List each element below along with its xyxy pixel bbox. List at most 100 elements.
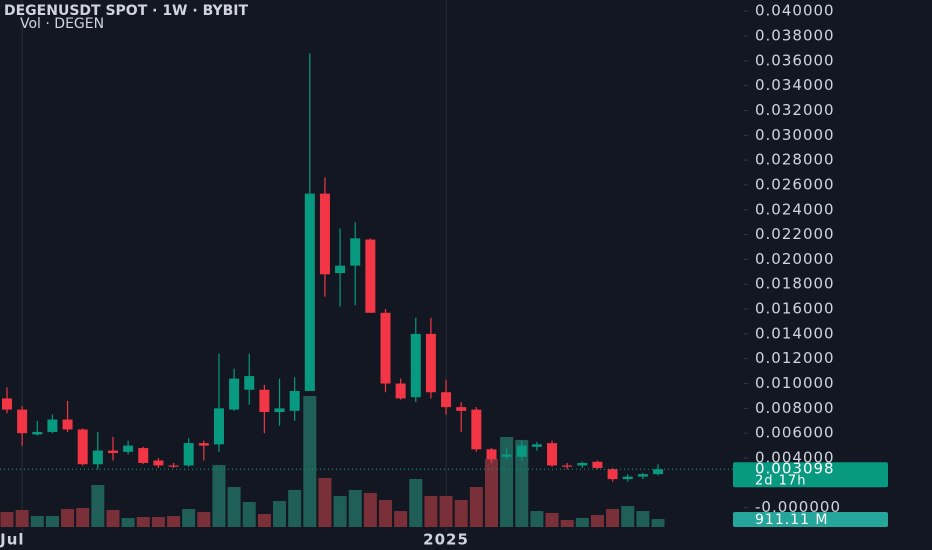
y-tick-label: 0.040000 xyxy=(755,2,835,20)
candle-body xyxy=(138,448,149,463)
chart-title: DEGENUSDT SPOT · 1W · BYBIT xyxy=(4,3,248,19)
volume-bar xyxy=(76,507,90,527)
y-tick-label: 0.028000 xyxy=(755,151,835,169)
volume-bar xyxy=(636,511,650,527)
last-price-label: 0.003098 xyxy=(755,460,835,478)
volume-bar xyxy=(651,519,665,527)
volume-bar xyxy=(500,436,514,527)
candle-body xyxy=(410,333,421,398)
y-tick-label: 0.006000 xyxy=(755,424,835,442)
candle-body xyxy=(365,239,376,313)
volume-bar xyxy=(106,509,120,527)
candle-body xyxy=(77,429,88,465)
volume-bar xyxy=(363,492,377,527)
volume-bar xyxy=(545,512,559,527)
y-tick-label: 0.022000 xyxy=(755,225,835,243)
candle-body xyxy=(471,409,482,450)
chart-subtitle: Vol · DEGEN xyxy=(20,16,104,32)
candle-body xyxy=(441,392,452,408)
volume-bar xyxy=(288,489,302,527)
candle-body xyxy=(62,419,73,430)
y-tick-label: 0.030000 xyxy=(755,126,835,144)
candle-body xyxy=(592,461,603,468)
volume-bar xyxy=(257,514,271,527)
volume-bar xyxy=(394,511,408,527)
y-tick-label: 0.010000 xyxy=(755,374,835,392)
y-tick-label: 0.020000 xyxy=(755,250,835,268)
x-tick-label: Jul xyxy=(0,531,25,549)
volume-bar xyxy=(469,486,483,527)
candle-body xyxy=(123,445,134,452)
volume-bar xyxy=(91,484,105,527)
y-tick-label: 0.018000 xyxy=(755,275,835,293)
volume-bar xyxy=(242,501,256,527)
volume-bar xyxy=(424,496,438,527)
volume-bar xyxy=(575,517,589,527)
candle-body xyxy=(319,193,330,275)
candle-body xyxy=(183,443,194,466)
y-tick-label: 0.036000 xyxy=(755,51,835,69)
y-tick-label: 0.038000 xyxy=(755,26,835,44)
countdown: 2d 17h xyxy=(755,474,806,489)
volume-bar xyxy=(45,516,59,527)
volume-bar xyxy=(515,439,529,527)
y-tick-label: -0.000000 xyxy=(755,498,841,516)
volume-bar xyxy=(560,519,574,527)
candle-body xyxy=(622,476,633,480)
candle-body xyxy=(350,238,361,266)
volume-bar xyxy=(136,516,150,527)
volume-bar xyxy=(0,511,14,527)
y-tick-label: 0.014000 xyxy=(755,324,835,342)
volume-bar xyxy=(167,516,181,527)
candle-body xyxy=(229,378,240,410)
candle-body xyxy=(395,383,406,399)
candle-body xyxy=(562,465,573,467)
candle-body xyxy=(92,450,103,465)
volume-bar xyxy=(15,509,29,527)
volume-bar xyxy=(454,499,468,527)
volume-bar xyxy=(348,489,362,527)
candle-body xyxy=(153,460,164,466)
candle-body xyxy=(259,389,270,413)
y-tick-label: 0.026000 xyxy=(755,175,835,193)
y-tick-label: 0.016000 xyxy=(755,300,835,318)
volume-bar xyxy=(227,486,241,527)
candle-body xyxy=(198,443,209,446)
candle-body xyxy=(653,469,664,475)
candle-body xyxy=(17,409,28,434)
y-tick-label: 0.024000 xyxy=(755,200,835,218)
volume-bar xyxy=(318,477,332,527)
candle-body xyxy=(531,444,542,447)
candle-body xyxy=(274,408,285,413)
volume-bar xyxy=(439,496,453,527)
volume-bar xyxy=(409,479,423,527)
volume-bar xyxy=(303,396,317,527)
volume-bar xyxy=(61,509,75,527)
candle-body xyxy=(486,449,497,460)
candle-body xyxy=(380,312,391,384)
candle-body xyxy=(516,445,527,457)
candle-body xyxy=(107,450,118,454)
volume-bar xyxy=(379,499,392,527)
y-tick-label: 0.012000 xyxy=(755,349,835,367)
candle-body xyxy=(577,462,588,466)
candle-body xyxy=(501,454,512,457)
y-tick-label: 0.004000 xyxy=(755,449,835,467)
candle-body xyxy=(2,398,12,410)
y-tick-label: 0.032000 xyxy=(755,101,835,119)
volume-bar xyxy=(30,516,44,527)
y-tick-label: 0.034000 xyxy=(755,76,835,94)
volume-bar xyxy=(197,511,211,527)
volume-bar xyxy=(212,464,226,527)
candle-body xyxy=(304,193,315,391)
volume-bar xyxy=(182,509,196,527)
volume-bar xyxy=(333,496,347,527)
candle-body xyxy=(456,407,467,411)
candle-body xyxy=(425,333,436,393)
volume-bar xyxy=(484,458,498,527)
candle-body xyxy=(637,474,648,477)
candle-body xyxy=(607,469,618,480)
candle-body xyxy=(47,419,58,432)
